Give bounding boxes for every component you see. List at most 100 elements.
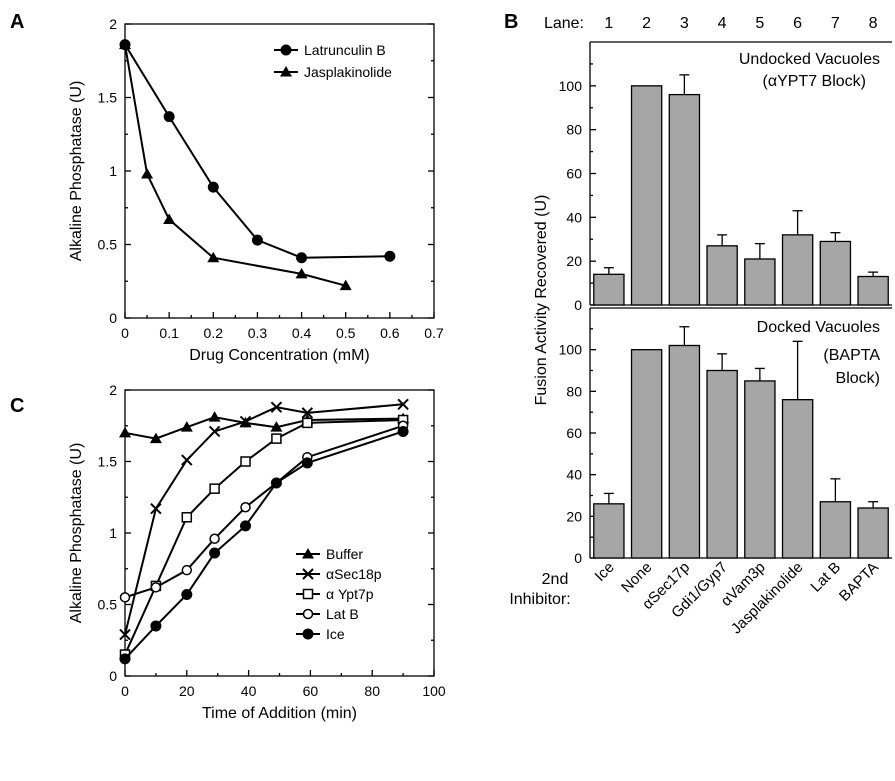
bar bbox=[781, 234, 814, 306]
data-point bbox=[397, 425, 409, 437]
y-tick-label: 2 bbox=[109, 382, 117, 398]
y-tick-label: 0 bbox=[109, 310, 117, 326]
data-point bbox=[163, 111, 175, 123]
subpanel-label-3: Block) bbox=[836, 370, 880, 387]
lane-number: 8 bbox=[869, 15, 878, 32]
data-point bbox=[181, 588, 193, 600]
legend-label: Lat B bbox=[326, 606, 359, 622]
series-line bbox=[124, 419, 404, 655]
x-tick-label: 0.6 bbox=[380, 325, 400, 341]
data-point bbox=[270, 401, 283, 413]
row-label-line-1: 2nd bbox=[542, 571, 569, 588]
x-tick-label: 60 bbox=[303, 683, 319, 699]
x-tick-label: 0.2 bbox=[204, 325, 224, 341]
y-tick-label: 100 bbox=[559, 342, 583, 358]
y-tick-label: 1 bbox=[109, 163, 117, 179]
y-tick-label: 1 bbox=[109, 525, 117, 541]
bar bbox=[781, 399, 814, 559]
lane-number: 3 bbox=[680, 15, 689, 32]
data-point bbox=[119, 628, 131, 641]
axes bbox=[124, 23, 435, 319]
bar bbox=[744, 380, 776, 559]
series-line bbox=[124, 44, 346, 287]
data-point bbox=[119, 592, 131, 603]
lane-number: 6 bbox=[793, 15, 802, 32]
bar bbox=[744, 258, 776, 306]
x-tick-label: 20 bbox=[179, 683, 195, 699]
series-1 bbox=[119, 398, 409, 641]
data-point bbox=[240, 502, 251, 513]
legend-label: Latrunculin B bbox=[304, 42, 386, 58]
series-4 bbox=[119, 425, 409, 665]
data-point bbox=[208, 425, 221, 438]
bar bbox=[857, 507, 889, 559]
bar bbox=[630, 85, 663, 306]
legend-marker bbox=[280, 44, 292, 56]
x-tick-label: 0.1 bbox=[159, 325, 179, 341]
subpanel-label-2: (BAPTA bbox=[823, 347, 880, 364]
y-tick-label: 0 bbox=[109, 668, 117, 684]
y-tick-label: 0 bbox=[574, 297, 582, 313]
x-tick-label: 0 bbox=[121, 325, 129, 341]
legend-label: Buffer bbox=[326, 546, 363, 562]
chart-c: 0 20 40 60 80 100 0 0.5 1 1.5 2 Time of Addition (m… bbox=[68, 382, 446, 722]
subpanel-label: Undocked Vacuoles bbox=[739, 51, 880, 68]
legend-marker bbox=[302, 608, 314, 620]
bar bbox=[819, 501, 852, 559]
x-axis-label: Drug Concentration (mM) bbox=[189, 347, 370, 364]
legend-label: Jasplakinolide bbox=[304, 64, 392, 80]
lane-number: 2 bbox=[642, 15, 651, 32]
legend-label: αSec18p bbox=[326, 566, 382, 582]
lane-number: 1 bbox=[604, 15, 613, 32]
data-point bbox=[295, 267, 308, 279]
data-point bbox=[301, 407, 314, 419]
row-label-line-2: Inhibitor: bbox=[509, 591, 570, 608]
series-line bbox=[124, 403, 404, 635]
data-point bbox=[240, 520, 252, 532]
legend-marker bbox=[302, 628, 314, 640]
data-point bbox=[150, 582, 162, 593]
x-axis-label: Time of Addition (min) bbox=[202, 705, 357, 722]
legend-marker bbox=[302, 588, 314, 600]
x-tick-label: 0.4 bbox=[292, 325, 312, 341]
y-tick-label: 0.5 bbox=[98, 237, 118, 253]
category-label: BAPTA bbox=[836, 559, 882, 605]
bar bbox=[593, 273, 625, 306]
bar bbox=[668, 344, 701, 559]
data-point bbox=[209, 483, 220, 494]
y-tick-label: 20 bbox=[566, 253, 582, 269]
data-point bbox=[119, 426, 131, 438]
bar bbox=[706, 369, 738, 559]
x-tick-label: 80 bbox=[364, 683, 380, 699]
lane-number: 7 bbox=[831, 15, 840, 32]
panel-label-c: C bbox=[10, 395, 24, 417]
y-tick-label: 20 bbox=[566, 508, 582, 524]
data-point bbox=[251, 234, 263, 246]
data-point bbox=[150, 502, 162, 515]
series-1 bbox=[119, 38, 352, 291]
y-tick-label: 40 bbox=[566, 467, 582, 483]
subpanel-label-2: (αYPT7 Block) bbox=[763, 73, 867, 90]
legend-marker bbox=[302, 568, 314, 580]
x-tick-label: 0.5 bbox=[336, 325, 356, 341]
lane-prefix: Lane: bbox=[544, 15, 584, 32]
data-point bbox=[208, 411, 221, 422]
legend-marker bbox=[280, 66, 292, 77]
data-point bbox=[339, 279, 352, 291]
y-tick-label: 100 bbox=[559, 78, 583, 94]
series-line bbox=[124, 44, 390, 259]
bar bbox=[819, 240, 852, 306]
data-point bbox=[296, 252, 308, 264]
y-axis-label: Fusion Activity Recovered (U) bbox=[533, 195, 550, 406]
bar bbox=[593, 503, 625, 559]
data-point bbox=[207, 181, 219, 193]
x-tick-label: 0 bbox=[121, 683, 129, 699]
bar bbox=[706, 245, 738, 306]
data-point bbox=[209, 533, 220, 544]
data-point bbox=[302, 417, 313, 429]
series-line bbox=[124, 430, 404, 660]
y-tick-label: 0 bbox=[574, 550, 582, 566]
data-point bbox=[181, 564, 193, 576]
y-axis-label: Alkaline Phosphatase (U) bbox=[68, 81, 85, 262]
y-tick-label: 2 bbox=[109, 16, 117, 32]
